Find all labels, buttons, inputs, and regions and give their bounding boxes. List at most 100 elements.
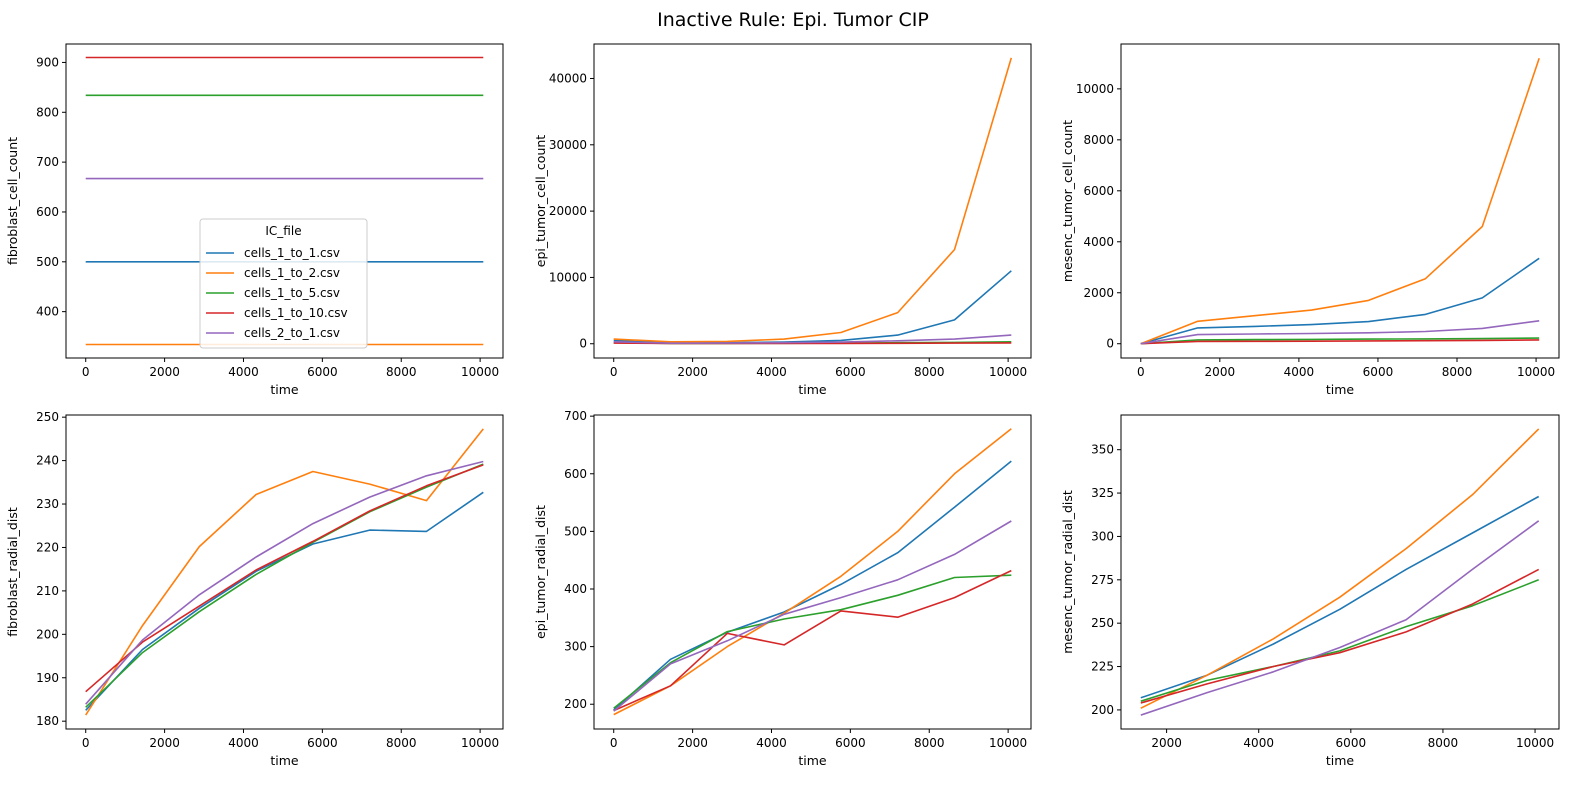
y-tick-label: 400 [564, 582, 587, 596]
series-line-cells-1-to-1 [613, 460, 1012, 711]
x-tick-label: 4000 [1243, 736, 1274, 750]
y-tick-label: 350 [1091, 443, 1114, 457]
y-tick-label: 300 [564, 640, 587, 654]
x-tick-label: 0 [82, 365, 90, 379]
y-tick-label: 10000 [1076, 82, 1114, 96]
y-tick-label: 225 [1091, 660, 1114, 674]
charts: 0 2000 4000 6000 8000 10000400500600700800900… [5, 43, 1560, 768]
y-tick-label: 6000 [1083, 184, 1114, 198]
x-tick-label: 8000 [914, 736, 945, 750]
y-tick-label: 600 [36, 205, 59, 219]
y-tick-label: 10000 [549, 270, 587, 284]
x-tick-label: 0 [1137, 365, 1145, 379]
x-tick-label: 10000 [1516, 736, 1554, 750]
x-tick-label: 8000 [386, 365, 417, 379]
y-tick-label: 200 [1091, 703, 1114, 717]
legend-entry: cells_1_to_10.csv [244, 306, 348, 320]
y-tick-label: 900 [36, 55, 59, 69]
subplot-1: 0 2000 4000 6000 8000 10000 400 500 600 700 800 900… [5, 43, 504, 397]
axes-frame [65, 43, 504, 359]
axes-frame [593, 414, 1032, 730]
x-axis-label: time [798, 382, 827, 397]
subplot-6: 2000 4000 6000 8000 10000 200 225 250 275 300 325 3… [1060, 414, 1560, 768]
series-line-cells-1-to-5 [1140, 579, 1539, 702]
x-tick-label: 6000 [835, 365, 866, 379]
legend-entry: cells_1_to_5.csv [244, 286, 340, 300]
x-tick-label: 2000 [1151, 736, 1182, 750]
y-tick-label: 180 [36, 714, 59, 728]
x-tick-label: 4000 [756, 736, 787, 750]
series-line-cells-1-to-10 [613, 569, 1012, 712]
x-tick-label: 6000 [1336, 736, 1367, 750]
legend-entry: cells_1_to_1.csv [244, 246, 340, 260]
y-tick-label: 4000 [1083, 235, 1114, 249]
y-tick-label: 230 [36, 497, 59, 511]
x-tick-label: 8000 [914, 365, 945, 379]
y-tick-label: 325 [1091, 486, 1114, 500]
subplot-3: 0 2000 4000 6000 8000 10000 0 2000 4000 6000 8000 1… [1060, 43, 1560, 397]
y-tick-label: 600 [564, 467, 587, 481]
series-line-cells-2-to-1 [1140, 320, 1540, 345]
x-tick-label: 4000 [228, 365, 259, 379]
legend-entry: cells_2_to_1.csv [244, 326, 340, 340]
series-line-cells-2-to-1 [613, 334, 1012, 345]
series-line-cells-1-to-5 [1140, 337, 1540, 345]
x-axis-label: time [798, 753, 827, 768]
x-tick-label: 4000 [1284, 365, 1315, 379]
legend: IC_file cells_1_to_1.csv cells_1_to_2.csvc… [199, 218, 368, 349]
x-axis-label: time [1326, 382, 1355, 397]
x-tick-label: 10000 [989, 365, 1027, 379]
series-line-cells-1-to-2 [1140, 428, 1540, 709]
series-line-cells-1-to-2 [613, 57, 1013, 343]
x-tick-label: 0 [610, 736, 618, 750]
series-line-cells-2-to-1 [85, 460, 484, 705]
x-tick-label: 2000 [1205, 365, 1236, 379]
x-tick-label: 8000 [1442, 365, 1473, 379]
y-tick-label: 30000 [549, 138, 587, 152]
x-axis-label: time [270, 382, 299, 397]
y-tick-label: 300 [1091, 529, 1114, 543]
series-line-cells-1-to-10 [85, 464, 484, 693]
x-tick-label: 0 [82, 736, 90, 750]
x-tick-label: 6000 [1363, 365, 1394, 379]
axes-frame [1120, 43, 1560, 359]
y-axis-label: fibroblast_radial_dist [5, 507, 20, 637]
legend-entry: cells_1_to_2.csv [244, 266, 340, 280]
x-tick-label: 10000 [461, 736, 499, 750]
series-line-cells-1-to-5 [613, 574, 1012, 709]
series-line-cells-2-to-1 [1140, 520, 1540, 716]
x-tick-label: 10000 [1517, 365, 1555, 379]
x-tick-label: 0 [610, 365, 618, 379]
y-tick-label: 275 [1091, 573, 1114, 587]
x-tick-label: 2000 [677, 365, 708, 379]
y-tick-label: 190 [36, 671, 59, 685]
y-tick-label: 800 [36, 105, 59, 119]
series-line-cells-1-to-10 [1140, 339, 1540, 345]
y-tick-label: 40000 [549, 71, 587, 85]
y-tick-label: 500 [564, 524, 587, 538]
y-tick-label: 400 [36, 305, 59, 319]
x-tick-label: 8000 [1428, 736, 1459, 750]
figure-title: Inactive Rule: Epi. Tumor CIP [657, 9, 929, 31]
y-tick-label: 210 [36, 584, 59, 598]
y-tick-label: 0 [579, 337, 587, 351]
y-tick-label: 220 [36, 540, 59, 554]
series-line-cells-1-to-1 [613, 270, 1012, 344]
y-tick-label: 700 [36, 155, 59, 169]
y-tick-label: 2000 [1083, 286, 1114, 300]
axes-frame [65, 414, 504, 730]
series-line-cells-1-to-2 [613, 428, 1012, 716]
x-tick-label: 10000 [989, 736, 1027, 750]
x-tick-label: 4000 [756, 365, 787, 379]
subplot-2: 0 2000 4000 6000 8000 10000 0 10000 20000 30000 40… [533, 43, 1032, 397]
y-tick-label: 200 [36, 627, 59, 641]
series-line-cells-1-to-1 [1140, 257, 1540, 345]
x-tick-label: 8000 [386, 736, 417, 750]
y-tick-label: 8000 [1083, 133, 1114, 147]
y-axis-label: mesenc_tumor_radial_dist [1060, 490, 1075, 654]
y-tick-label: 20000 [549, 204, 587, 218]
subplot-4: 0 2000 4000 6000 8000 10000 180 190 200 210 220 230… [5, 410, 504, 768]
y-tick-label: 0 [1106, 337, 1114, 351]
subplot-5: 0 2000 4000 6000 8000 10000 200 300 400 500 600 700… [533, 409, 1032, 768]
